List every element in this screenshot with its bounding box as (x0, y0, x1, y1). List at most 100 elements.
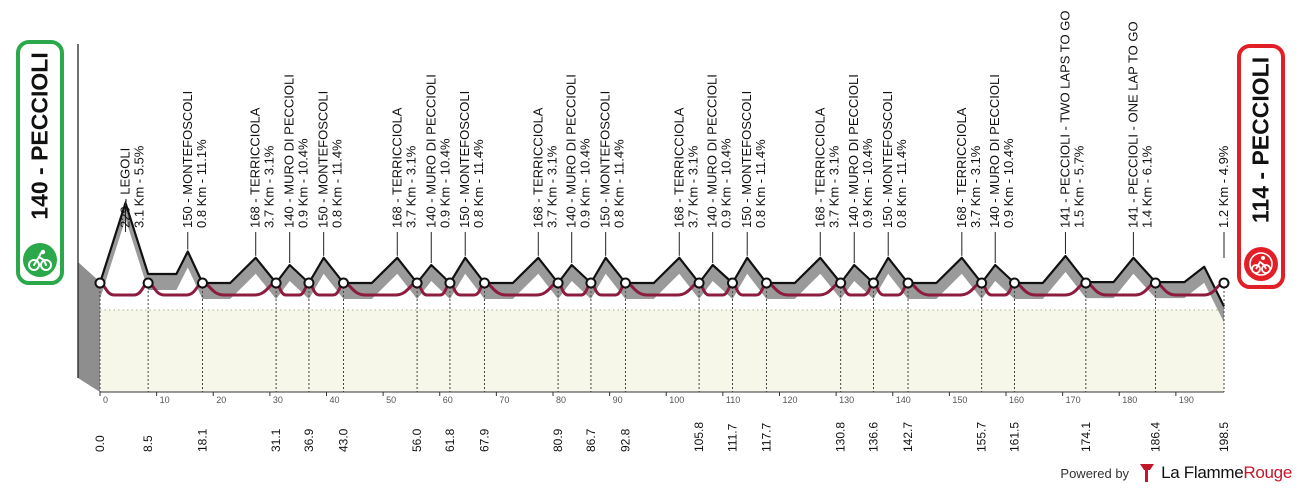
brand-name-part1: La Flamme (1161, 463, 1244, 482)
waypoint-marker (902, 277, 914, 289)
climb-name-label: 150 - MONTEFOSCOLI (180, 91, 195, 228)
waypoint-marker (835, 277, 847, 289)
powered-by-text: Powered by (1060, 465, 1130, 481)
climb-stats-label: 0.9 Km - 10.4% (296, 138, 311, 228)
x-tick-label: 110 (726, 395, 740, 405)
x-tick-label: 100 (669, 395, 684, 405)
climb-stats-label: 1.2 Km - 4.9% (1216, 145, 1231, 228)
footer: Powered by La FlammeRouge (1060, 461, 1292, 485)
climb-stats-label: 3.7 Km - 3.1% (544, 145, 559, 228)
x-tick-label: 80 (556, 395, 566, 405)
x-tick-label: 180 (1122, 395, 1137, 405)
climb-stats-label: 3.7 Km - 3.1% (403, 145, 418, 228)
waypoint-marker (337, 277, 349, 289)
climb-stats-label: 0.9 Km - 10.4% (578, 138, 593, 228)
start-cyclist-icon (23, 243, 57, 277)
climb-name-label: 140 - MURO DI PECCIOLI (846, 74, 861, 228)
climb-stats-label: 3.7 Km - 3.1% (968, 145, 983, 228)
x-tick-label: 140 (896, 395, 911, 405)
waypoint-km-label: 86.7 (584, 428, 598, 452)
waypoint-km-label: 142.7 (901, 422, 915, 452)
climb-stats-label: 0.8 Km - 11.4% (330, 139, 345, 228)
x-tick-label: 0 (103, 395, 108, 405)
climb-stats-label: 0.8 Km - 11.4% (612, 139, 627, 228)
climb-stats-label: 3.1 Km - 5.5% (131, 145, 146, 228)
waypoint-marker (552, 277, 564, 289)
climb-stats-label: 0.8 Km - 11.4% (753, 139, 768, 228)
climb-name-label: 168 - TERRICCIOLA (530, 107, 545, 228)
climb-name-label: 168 - TERRICCIOLA (954, 107, 969, 228)
waypoint-km-label: 8.5 (141, 435, 155, 452)
waypoint-km-label: 18.1 (195, 428, 209, 452)
x-tick-label: 40 (329, 395, 339, 405)
x-tick-label: 130 (839, 395, 854, 405)
climb-name-label: 141 - PECCIOLI - ONE LAP TO GO (1125, 21, 1140, 228)
waypoint-marker (196, 277, 208, 289)
climb-stats-label: 1.4 Km - 6.1% (1139, 145, 1154, 228)
waypoint-km-label: 56.0 (410, 428, 424, 452)
climb-name-label: 168 - TERRICCIOLA (671, 107, 686, 228)
x-tick-label: 160 (1009, 395, 1024, 405)
climb-name-label: 140 - MURO DI PECCIOLI (282, 74, 297, 228)
flamme-rouge-logo-icon (1140, 464, 1155, 482)
waypoint-km-label: 105.8 (692, 422, 706, 452)
profile-base-band (100, 310, 1224, 392)
x-tick-label: 60 (443, 395, 453, 405)
waypoint-marker (867, 277, 879, 289)
climb-stats-label: 0.8 Km - 11.4% (894, 139, 909, 228)
x-tick-label: 120 (782, 395, 797, 405)
climb-name-label: 150 - MONTEFOSCOLI (739, 91, 754, 228)
x-tick-label: 10 (160, 395, 170, 405)
waypoint-km-label: 0.0 (93, 435, 107, 452)
brand-name-part2: Rouge (1243, 463, 1292, 482)
climb-name-label: 140 - MURO DI PECCIOLI (987, 74, 1002, 228)
climb-name-label: 150 - MONTEFOSCOLI (598, 91, 613, 228)
climb-name-label: 168 - TERRICCIOLA (812, 107, 827, 228)
x-tick-label: 30 (273, 395, 283, 405)
climb-name-label: 150 - MONTEFOSCOLI (316, 91, 331, 228)
waypoint-km-label: 161.5 (1007, 422, 1021, 452)
waypoint-km-label: 61.8 (443, 428, 457, 452)
waypoint-km-label: 198.5 (1217, 422, 1231, 452)
x-tick-label: 50 (386, 395, 396, 405)
waypoint-marker (478, 277, 490, 289)
waypoint-km-label: 155.7 (975, 422, 989, 452)
waypoint-km-label: 111.7 (725, 423, 739, 452)
climb-stats-label: 0.9 Km - 10.4% (860, 138, 875, 228)
start-badge: 140 - PECCIOLI (16, 40, 64, 285)
waypoint-km-label: 130.8 (834, 422, 848, 452)
climb-stats-label: 0.8 Km - 11.4% (471, 139, 486, 228)
climb-stats-label: 0.8 Km - 11.1% (194, 139, 209, 228)
climb-name-label: 229 - LEGOLI (117, 148, 132, 228)
waypoint-marker (1008, 277, 1020, 289)
waypoint-marker (585, 277, 597, 289)
waypoint-marker (411, 277, 423, 289)
waypoint-km-label: 136.6 (866, 422, 880, 452)
waypoint-marker (444, 277, 456, 289)
x-tick-label: 70 (499, 395, 509, 405)
waypoint-marker (1149, 277, 1161, 289)
climb-name-label: 168 - TERRICCIOLA (389, 107, 404, 228)
waypoint-marker (619, 277, 631, 289)
waypoint-marker (142, 277, 154, 289)
waypoint-km-label: 36.9 (302, 428, 316, 452)
x-tick-label: 20 (216, 395, 226, 405)
climb-name-label: 150 - MONTEFOSCOLI (457, 91, 472, 228)
waypoint-marker (1218, 277, 1230, 289)
waypoint-marker (94, 277, 106, 289)
climb-stats-label: 3.7 Km - 3.1% (262, 145, 277, 228)
x-tick-label: 150 (952, 395, 967, 405)
finish-badge: 114 - PECCIOLI (1237, 44, 1285, 289)
profile-side-wall (78, 262, 100, 392)
climb-stats-label: 0.9 Km - 10.4% (1001, 138, 1016, 228)
elevation-profile-area (100, 202, 1224, 323)
waypoint-marker (693, 277, 705, 289)
waypoint-marker (1080, 277, 1092, 289)
waypoint-km-label: 67.9 (477, 428, 491, 452)
waypoint-marker (303, 277, 315, 289)
finish-cyclist-icon (1244, 247, 1278, 281)
climb-stats-label: 1.5 Km - 5.7% (1071, 145, 1086, 228)
climb-stats-label: 3.7 Km - 3.1% (826, 145, 841, 228)
climb-name-label: 140 - MURO DI PECCIOLI (564, 74, 579, 228)
